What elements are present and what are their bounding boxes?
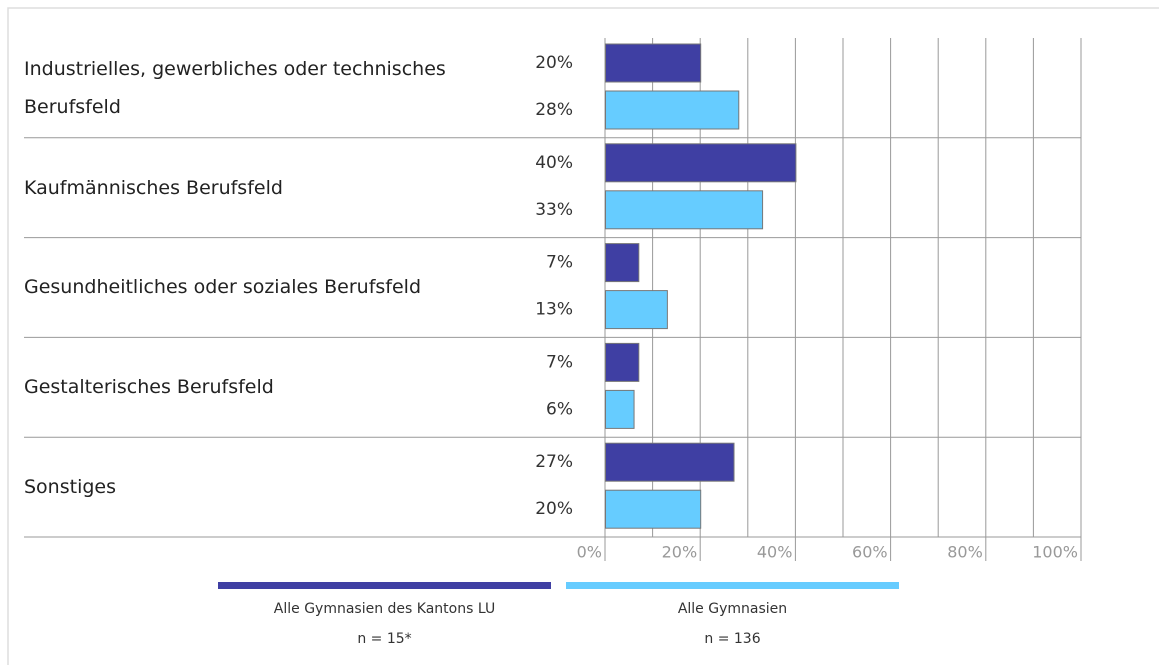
bar [605, 43, 702, 83]
x-tick-label: 40% [757, 543, 793, 562]
legend-note: n = 15* [357, 631, 411, 647]
value-label: 33% [535, 200, 573, 220]
category-label: Gesundheitliches oder soziales Berufsfel… [24, 238, 544, 338]
category-text: Gestalterisches Berufsfeld [24, 376, 274, 399]
bar [605, 90, 740, 130]
category-label: Industrielles, gewerbliches oder technis… [24, 38, 544, 138]
x-tick-label: 60% [852, 543, 888, 562]
legend-label: Alle Gymnasien des Kantons LU [274, 601, 495, 617]
value-label: 27% [535, 452, 573, 472]
x-tick-label: 0% [577, 543, 602, 562]
category-text: Sonstiges [24, 476, 117, 499]
value-label: 6% [546, 399, 573, 419]
bar [605, 389, 635, 429]
value-label: 20% [535, 499, 573, 519]
bar [605, 243, 640, 283]
category-text: Kaufmännisches Berufsfeld [24, 176, 283, 199]
x-tick-label: 20% [662, 543, 698, 562]
x-tick-label: 100% [1032, 543, 1078, 562]
legend-note: n = 136 [704, 631, 760, 647]
legend-swatch [566, 582, 899, 589]
bar [605, 143, 797, 183]
value-label: 13% [535, 300, 573, 320]
value-label: 7% [546, 352, 573, 372]
frame [7, 7, 1159, 665]
legend-swatch [218, 582, 551, 589]
legend-label: Alle Gymnasien [678, 601, 787, 617]
category-text: Gesundheitliches oder soziales Berufsfel… [24, 276, 422, 299]
value-label: 40% [535, 153, 573, 173]
category-text: Industrielles, gewerbliches oder technis… [24, 57, 446, 118]
value-label: 7% [546, 253, 573, 273]
bar [605, 442, 735, 482]
bar [605, 290, 668, 330]
value-label: 28% [535, 100, 573, 120]
category-label: Sonstiges [24, 437, 544, 537]
bar [605, 190, 764, 230]
x-tick-label: 80% [947, 543, 983, 562]
bar [605, 489, 702, 529]
value-label: 20% [535, 53, 573, 73]
category-label: Kaufmännisches Berufsfeld [24, 138, 544, 238]
bar [605, 342, 640, 382]
category-label: Gestalterisches Berufsfeld [24, 337, 544, 437]
